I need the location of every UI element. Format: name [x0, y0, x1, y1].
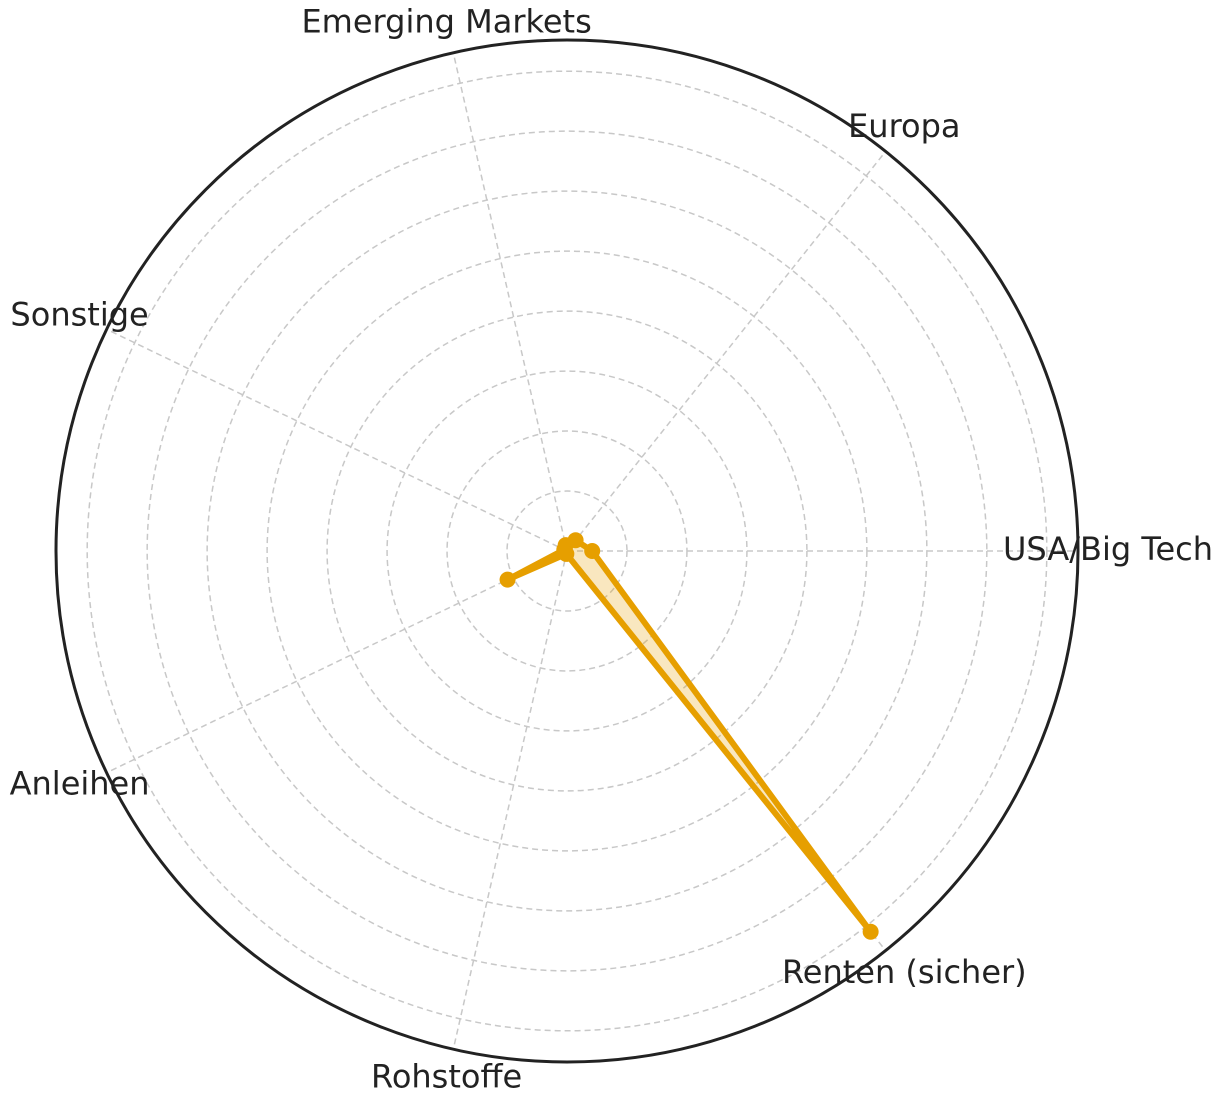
outer-frame	[54, 38, 1080, 1064]
radar-point	[584, 543, 601, 559]
axis-label: USA/Big Tech	[1003, 530, 1213, 568]
radar-point	[862, 923, 879, 940]
radar-area	[504, 537, 874, 935]
axis-label: Europa	[848, 107, 960, 145]
grid-ring	[506, 490, 628, 612]
spoke	[452, 550, 568, 1050]
spoke	[452, 52, 568, 552]
axis-label: Emerging Markets	[301, 3, 591, 41]
axis-label: Sonstige	[10, 295, 148, 333]
radar-point	[558, 545, 575, 562]
grid-ring	[266, 250, 868, 852]
spoke	[566, 151, 887, 552]
grid-ring	[146, 130, 988, 972]
grid-ring	[326, 310, 808, 792]
grid-ring	[386, 370, 748, 732]
axis-label: Rohstoffe	[371, 1057, 522, 1095]
axis-label: Renten (sicher)	[782, 953, 1027, 991]
radar-point	[499, 571, 516, 588]
spoke	[106, 550, 568, 774]
spoke	[106, 328, 568, 552]
grid-ring	[86, 70, 1048, 1032]
grid-ring	[446, 430, 688, 672]
axis-label: Anleihen	[10, 765, 150, 803]
grid-ring	[206, 190, 928, 912]
